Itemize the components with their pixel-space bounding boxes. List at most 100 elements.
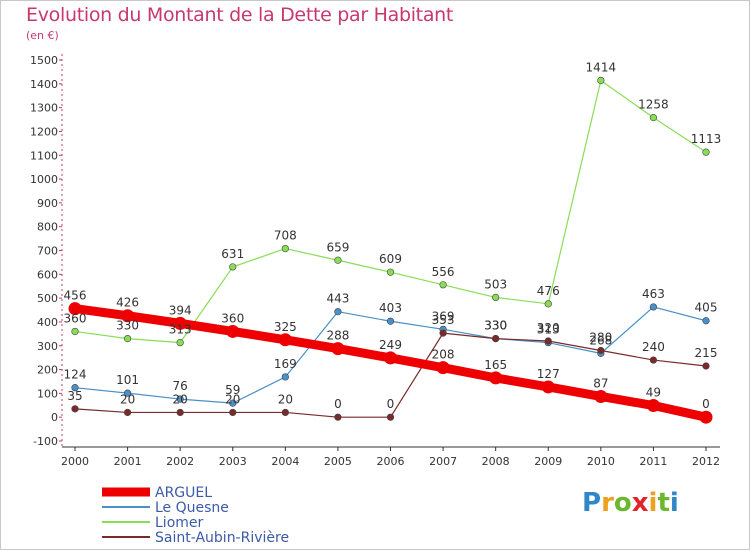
x-tick-label: 2006 — [377, 455, 405, 468]
data-label-saint-aubin-rivi-re: 280 — [589, 331, 612, 345]
data-label-le-quesne: 59 — [225, 383, 240, 397]
data-label-liomer: 1258 — [638, 98, 669, 112]
y-tick-label: 600 — [37, 268, 58, 281]
legend-label-saint-aubin-rivi-re: Saint-Aubin-Rivière — [155, 530, 289, 546]
chart-subtitle: (en €) — [26, 29, 59, 42]
x-tick-label: 2012 — [692, 455, 720, 468]
data-point-liomer — [492, 293, 500, 302]
data-point-liomer — [702, 148, 710, 156]
data-label-saint-aubin-rivi-re: 330 — [484, 319, 507, 333]
data-point-arguel — [594, 389, 608, 403]
legend-label-le-quesne: Le Quesne — [155, 500, 229, 516]
data-point-arguel — [699, 410, 713, 424]
data-point-arguel — [541, 380, 555, 394]
data-point-arguel — [226, 324, 240, 338]
data-point-le-quesne — [334, 308, 342, 316]
axes: -100010020030040050060070080090010001100… — [30, 54, 720, 468]
data-label-arguel: 208 — [432, 348, 455, 362]
y-tick-label: 1000 — [30, 173, 58, 186]
y-tick-label: 1200 — [30, 125, 58, 138]
data-label-saint-aubin-rivi-re: 20 — [225, 392, 240, 406]
data-point-liomer — [229, 263, 237, 271]
data-label-le-quesne: 369 — [432, 309, 455, 323]
logo-letter: t — [657, 488, 670, 518]
data-point-le-quesne — [281, 373, 289, 381]
y-tick-label: 100 — [37, 387, 58, 400]
data-point-le-quesne — [386, 317, 395, 325]
logo-letter: i — [648, 488, 658, 518]
data-label-le-quesne: 124 — [64, 368, 87, 382]
data-point-saint-aubin-rivi-re — [544, 337, 552, 345]
data-point-saint-aubin-rivi-re — [649, 356, 658, 364]
logo-letter: P — [582, 488, 602, 518]
data-point-liomer — [281, 244, 289, 253]
proxiti-logo: Proxiti — [582, 488, 679, 518]
data-label-liomer: 708 — [274, 229, 297, 243]
data-point-liomer — [334, 256, 342, 264]
x-tick-label: 2011 — [639, 455, 667, 468]
data-label-liomer: 360 — [64, 311, 87, 325]
data-point-arguel — [489, 371, 503, 385]
data-point-liomer — [386, 268, 395, 276]
data-label-le-quesne: 443 — [326, 292, 349, 306]
x-tick-label: 2003 — [219, 455, 247, 468]
logo-letter: r — [601, 488, 614, 518]
data-label-saint-aubin-rivi-re: 0 — [387, 397, 395, 411]
data-label-saint-aubin-rivi-re: 20 — [173, 392, 188, 406]
data-point-liomer — [71, 327, 79, 336]
data-point-liomer — [649, 114, 658, 122]
data-point-saint-aubin-rivi-re — [386, 413, 395, 421]
y-tick-label: 1100 — [30, 149, 58, 162]
data-point-arguel — [278, 333, 292, 347]
logo-letter: o — [613, 488, 632, 518]
x-tick-label: 2000 — [61, 455, 89, 468]
data-point-liomer — [123, 335, 132, 343]
data-point-le-quesne — [702, 317, 710, 325]
data-point-arguel — [121, 309, 135, 323]
y-tick-label: 0 — [51, 411, 58, 424]
y-tick-label: 1500 — [30, 54, 58, 67]
data-point-le-quesne — [649, 303, 658, 311]
data-label-arguel: 325 — [274, 320, 297, 334]
y-tick-label: 1400 — [30, 78, 58, 91]
data-label-liomer: 503 — [484, 277, 507, 291]
data-label-le-quesne: 403 — [379, 301, 402, 315]
y-tick-label: -100 — [33, 435, 58, 448]
series-lines — [68, 76, 713, 424]
x-tick-label: 2009 — [534, 455, 562, 468]
data-label-saint-aubin-rivi-re: 240 — [642, 340, 665, 354]
data-label-saint-aubin-rivi-re: 20 — [120, 392, 135, 406]
data-label-saint-aubin-rivi-re: 320 — [537, 321, 560, 335]
data-point-arguel — [436, 361, 450, 375]
data-label-le-quesne: 330 — [484, 319, 507, 333]
data-label-arguel: 87 — [593, 376, 608, 390]
data-label-liomer: 476 — [537, 284, 560, 298]
data-point-liomer — [544, 300, 552, 308]
data-label-le-quesne: 405 — [695, 301, 718, 315]
data-point-le-quesne — [176, 395, 184, 403]
y-tick-label: 900 — [37, 197, 58, 210]
data-label-saint-aubin-rivi-re: 353 — [432, 313, 455, 327]
data-label-arguel: 394 — [169, 303, 192, 317]
legend-label-liomer: Liomer — [155, 515, 204, 531]
data-label-le-quesne: 313 — [537, 323, 560, 337]
data-point-saint-aubin-rivi-re — [123, 408, 132, 417]
data-label-liomer: 1414 — [586, 60, 617, 74]
data-label-arguel: 360 — [221, 311, 244, 325]
data-label-liomer: 659 — [326, 240, 349, 254]
chart-title: Evolution du Montant de la Dette par Hab… — [26, 4, 454, 26]
data-point-arguel — [646, 399, 660, 413]
data-point-le-quesne — [229, 399, 237, 407]
data-point-arguel — [331, 342, 345, 356]
data-point-saint-aubin-rivi-re — [334, 413, 342, 421]
data-point-saint-aubin-rivi-re — [71, 405, 79, 413]
data-point-le-quesne — [71, 384, 79, 392]
data-point-le-quesne — [123, 389, 132, 397]
y-tick-label: 200 — [37, 364, 58, 377]
x-tick-label: 2007 — [429, 455, 457, 468]
x-tick-label: 2010 — [587, 455, 615, 468]
data-label-le-quesne: 463 — [642, 287, 665, 301]
x-tick-label: 2008 — [482, 455, 510, 468]
